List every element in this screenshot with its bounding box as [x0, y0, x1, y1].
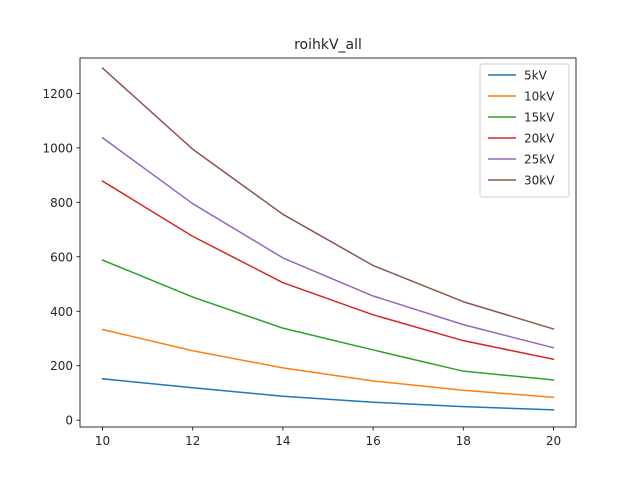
- legend-label-4: 20kV: [524, 132, 555, 146]
- series-line-5: [101, 136, 555, 349]
- series-line-3: [101, 259, 555, 381]
- y-tick-label: 800: [50, 196, 73, 210]
- y-tick-label: 1200: [42, 87, 73, 101]
- x-tick-label: 18: [456, 434, 471, 448]
- legend-label-1: 5kV: [524, 69, 548, 83]
- y-tick-label: 400: [50, 305, 73, 319]
- series-line-6: [101, 67, 555, 330]
- legend: 5kV 10kV 15kV 20kV 25kV 30kV: [479, 63, 570, 198]
- series-line-1: [101, 377, 555, 411]
- legend-label-6: 30kV: [524, 174, 555, 188]
- y-tick-label: 1000: [42, 141, 73, 155]
- legend-label-3: 15kV: [524, 111, 555, 125]
- series-line-4: [101, 180, 555, 361]
- series-layer: [101, 67, 555, 411]
- legend-label-2: 10kV: [524, 90, 555, 104]
- chart-title: roihkV_all: [294, 37, 362, 53]
- x-tick-label: 16: [365, 434, 380, 448]
- x-tick-label: 14: [275, 434, 290, 448]
- legend-box: [479, 63, 570, 198]
- x-tick-label: 20: [546, 434, 561, 448]
- x-tick-label: 12: [185, 434, 200, 448]
- y-tick-label: 200: [50, 359, 73, 373]
- legend-label-5: 25kV: [524, 153, 555, 167]
- plot-frame: [79, 57, 577, 428]
- x-tick-label: 10: [95, 434, 110, 448]
- series-line-2: [101, 328, 555, 399]
- y-tick-label: 0: [65, 414, 73, 428]
- y-tick-label: 600: [50, 250, 73, 264]
